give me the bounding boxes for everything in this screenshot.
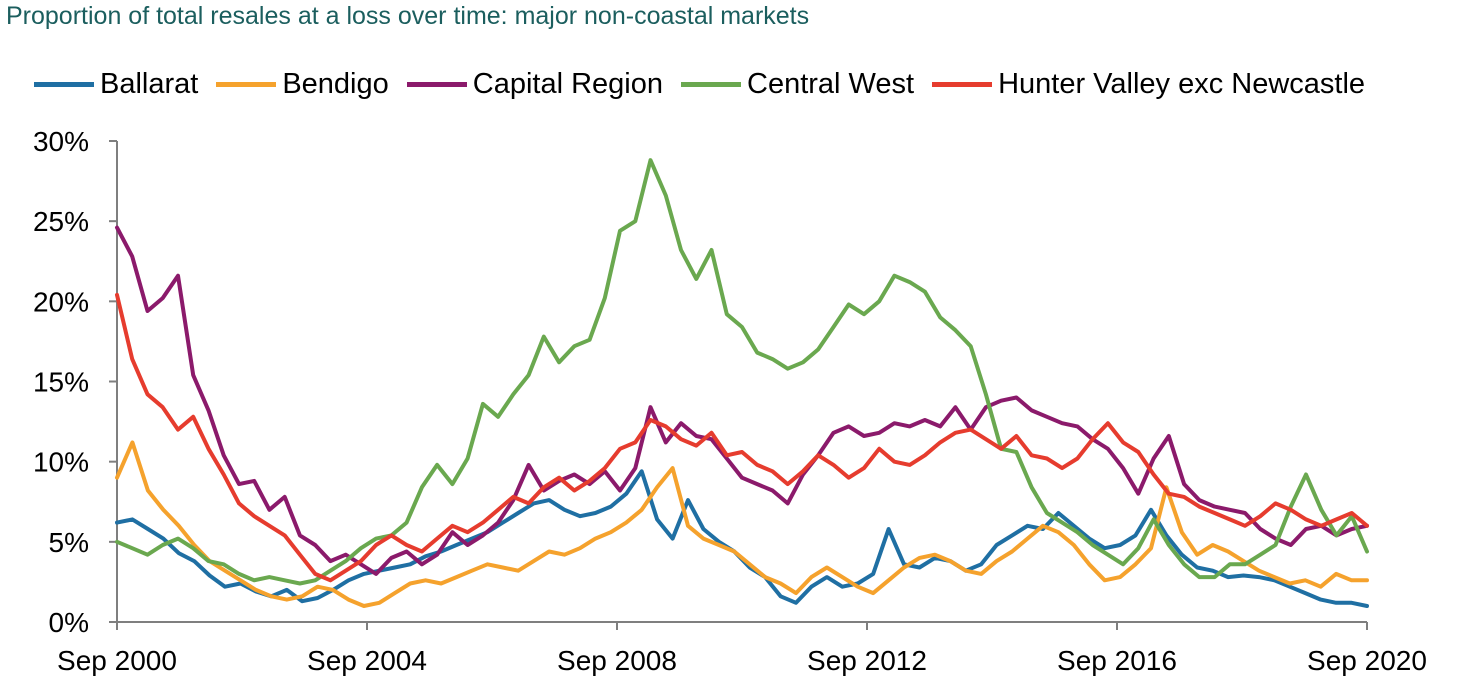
series-line-bendigo <box>115 440 1369 608</box>
legend: Ballarat Bendigo Capital Region Central Wes… <box>34 64 1383 104</box>
legend-label: Central West <box>747 67 915 100</box>
y-tick-label: 15% <box>33 367 89 398</box>
series-line-central-west <box>115 158 1369 586</box>
x-tick-label: Sep 2020 <box>1307 645 1427 676</box>
legend-label: Capital Region <box>472 67 663 100</box>
legend-swatch <box>406 81 467 87</box>
legend-label: Hunter Valley exc Newcastle <box>998 67 1366 100</box>
x-tick-label: Sep 2016 <box>1057 645 1177 676</box>
series-line-capital-region <box>115 225 1369 576</box>
legend-item: Central West <box>681 68 914 101</box>
legend-swatch <box>216 81 277 87</box>
legend-item: Ballarat <box>34 68 198 101</box>
x-tick-label: Sep 2012 <box>807 645 927 676</box>
legend-swatch <box>932 81 993 87</box>
x-tick-label: Sep 2008 <box>557 645 677 676</box>
legend-label: Ballarat <box>100 67 199 100</box>
y-tick-label: 20% <box>33 286 89 317</box>
y-tick-label: 25% <box>33 206 89 237</box>
legend-swatch <box>34 81 94 87</box>
legend-item: Bendigo <box>216 67 389 101</box>
legend-item: Capital Region <box>406 67 663 101</box>
series-line-hunter-valley-exc-newcastle <box>115 292 1369 583</box>
chart-title: Proportion of total resales at a loss ov… <box>6 2 810 30</box>
y-tick-label: 0% <box>49 607 89 638</box>
x-tick-label: Sep 2004 <box>307 645 427 676</box>
x-tick-label: Sep 2000 <box>57 645 177 676</box>
legend-item: Hunter Valley exc Newcastle <box>932 68 1365 101</box>
legend-swatch <box>681 81 741 87</box>
y-tick-label: 5% <box>49 527 89 558</box>
legend-label: Bendigo <box>282 67 389 100</box>
y-tick-label: 30% <box>33 126 89 157</box>
y-tick-label: 10% <box>33 447 89 478</box>
